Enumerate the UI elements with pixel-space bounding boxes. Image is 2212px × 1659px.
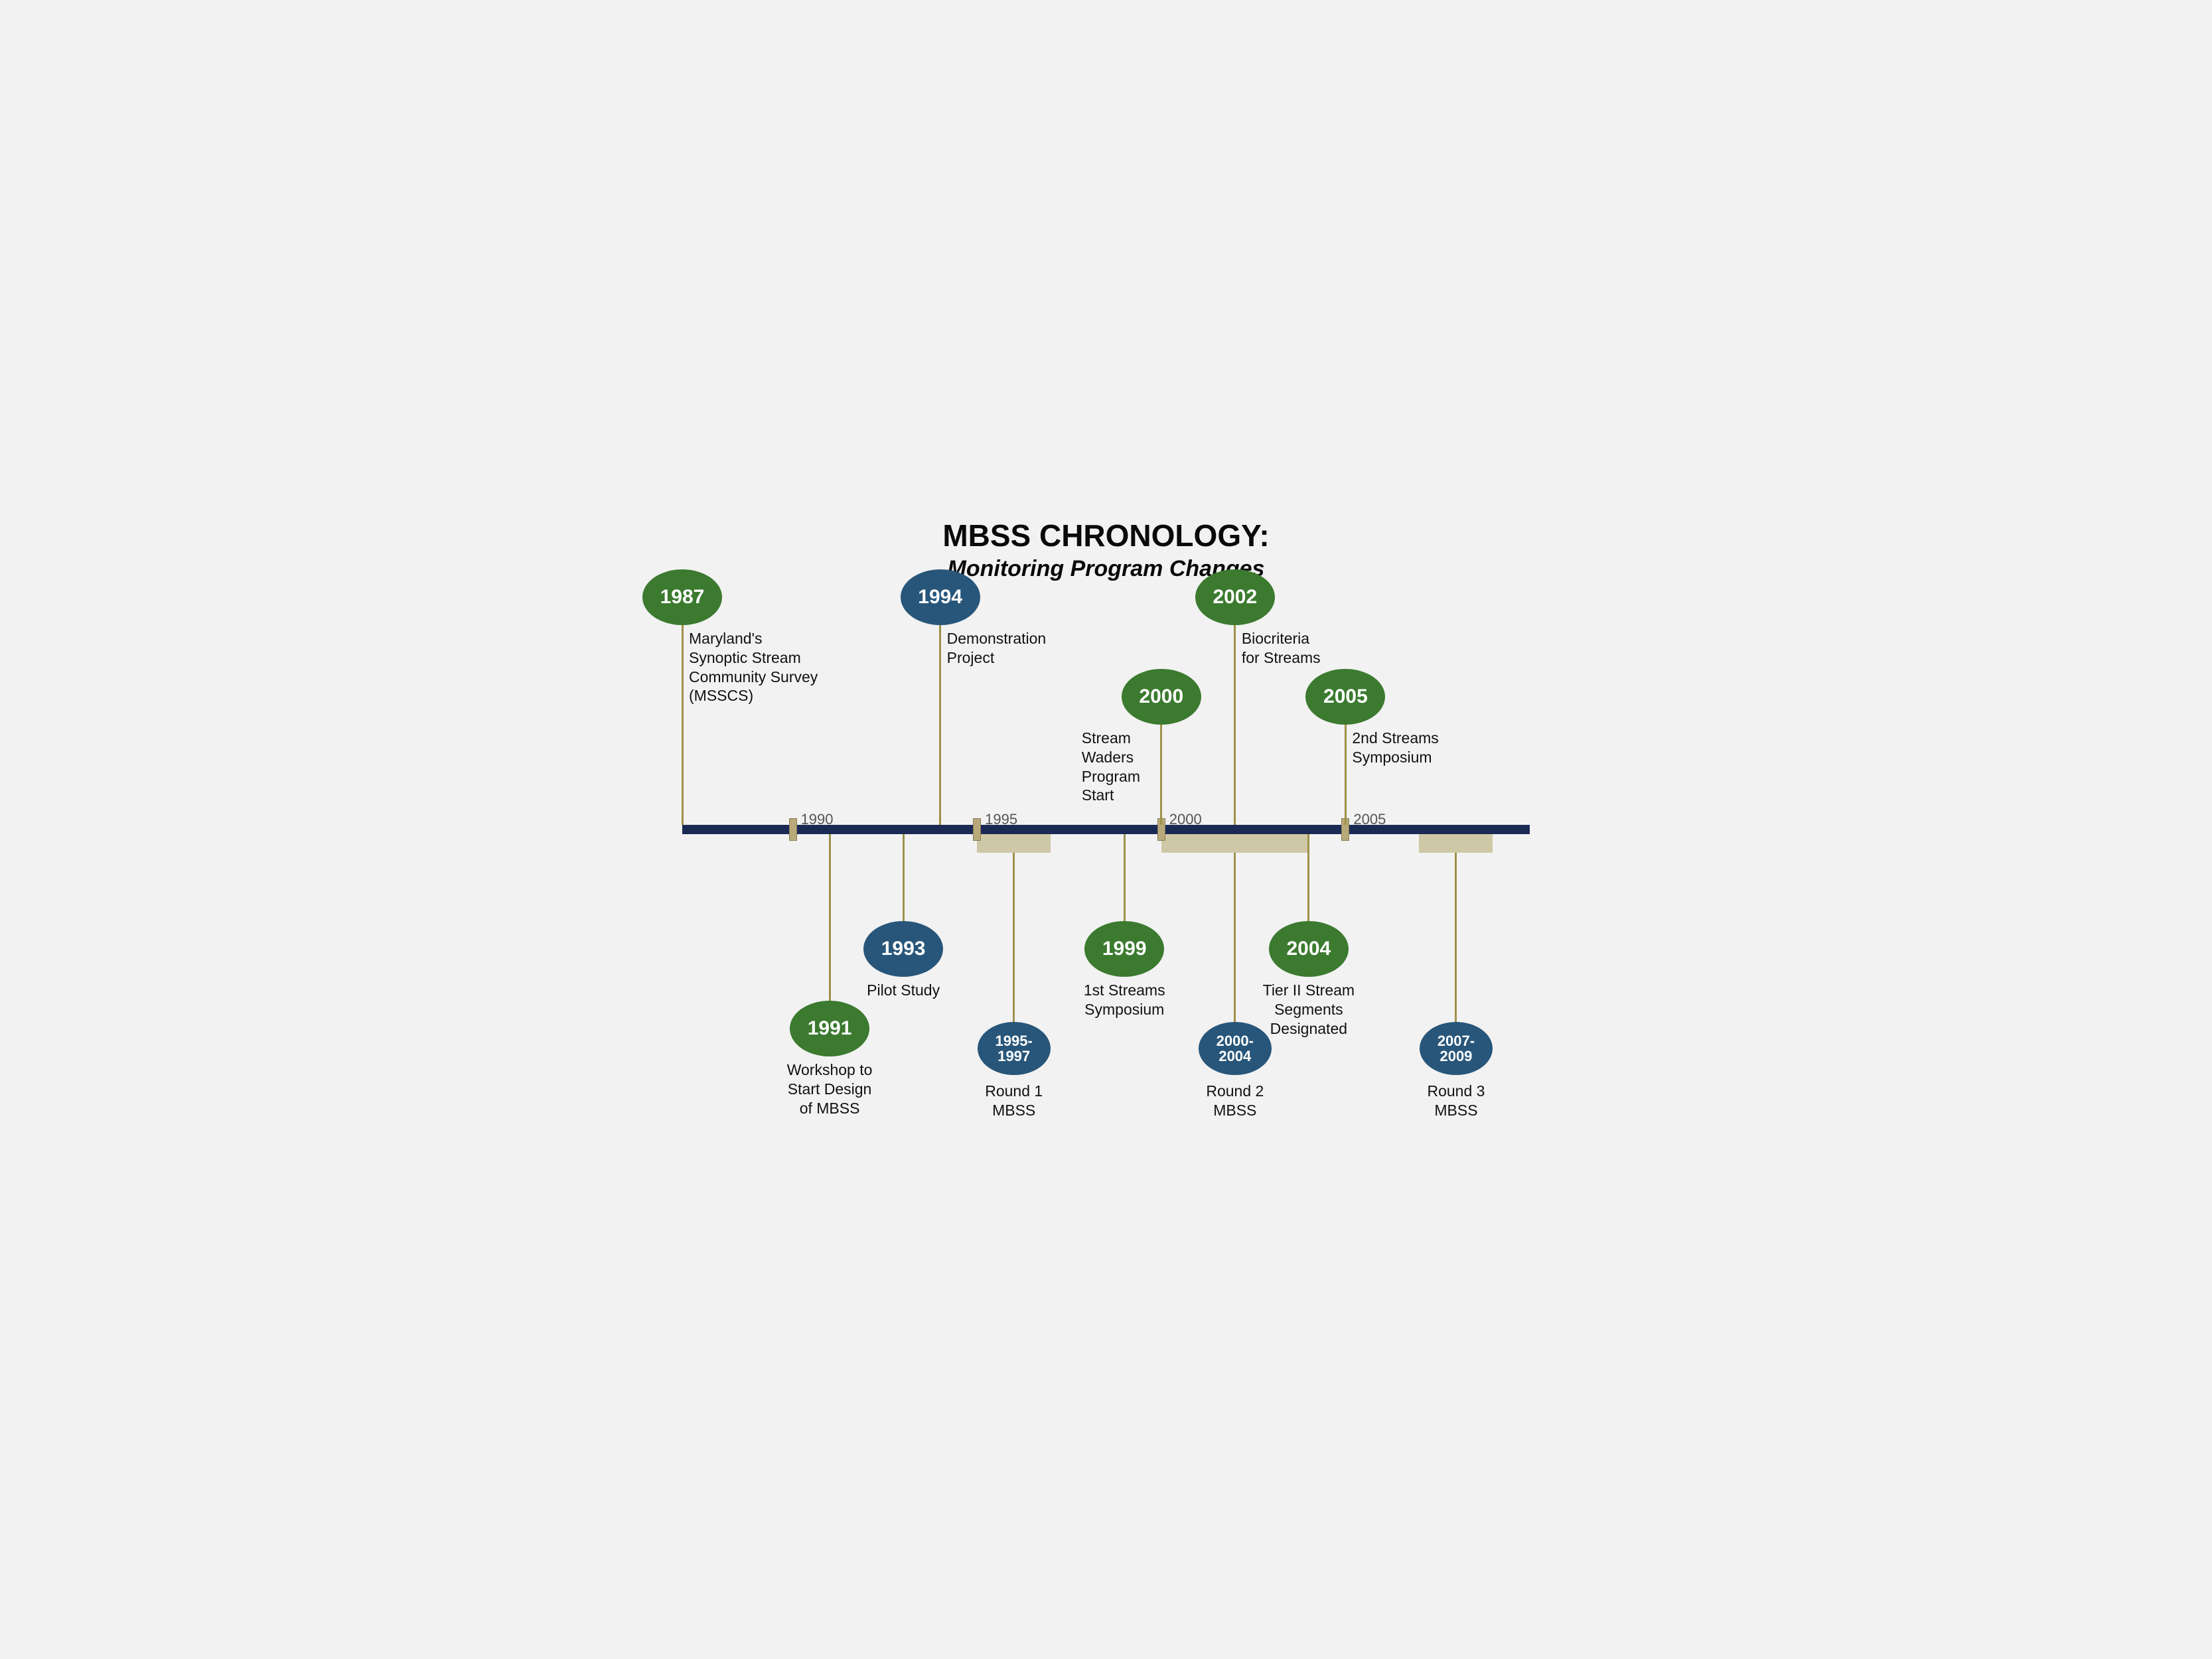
event-stem-2007-2009 [1455,853,1457,1048]
event-desc-2002: Biocriteria for Streams [1242,629,1321,668]
event-bubble-2005: 2005 [1305,669,1385,725]
event-bubble-1999: 1999 [1084,921,1164,977]
event-bubble-1987: 1987 [642,569,722,625]
title-sub: Monitoring Program Changes [664,556,1548,582]
period-band-1 [1161,834,1309,853]
event-desc-1995-1997: Round 1 MBSS [934,1082,1094,1120]
title-block: MBSS CHRONOLOGY: Monitoring Program Chan… [664,518,1548,582]
event-bubble-2000: 2000 [1122,669,1201,725]
axis-tick-1990 [789,818,797,841]
axis-tick-label-2005: 2005 [1353,811,1386,828]
event-stem-1987 [682,597,684,825]
event-bubble-1993: 1993 [863,921,943,977]
event-stem-1994 [939,597,941,825]
event-bubble-1994: 1994 [901,569,980,625]
title-main: MBSS CHRONOLOGY: [664,518,1548,553]
event-stem-2002 [1234,597,1236,825]
event-bubble-1991: 1991 [790,1001,869,1056]
event-bubble-2007-2009: 2007- 2009 [1420,1022,1493,1075]
axis-tick-label-1995: 1995 [985,811,1017,828]
axis-tick-1995 [973,818,981,841]
event-bubble-1995-1997: 1995- 1997 [978,1022,1051,1075]
period-band-2 [1419,834,1493,853]
event-stem-1995-1997 [1013,853,1015,1048]
axis-tick-label-2000: 2000 [1169,811,1202,828]
event-desc-1993: Pilot Study [824,981,983,1000]
event-desc-2007-2009: Round 3 MBSS [1376,1082,1536,1120]
timeline-canvas: MBSS CHRONOLOGY: Monitoring Program Chan… [664,498,1548,1161]
event-bubble-2004: 2004 [1269,921,1349,977]
period-band-0 [977,834,1051,853]
event-desc-1994: Demonstration Project [947,629,1047,668]
event-desc-1991: Workshop to Start Design of MBSS [750,1060,909,1118]
event-desc-2000-2004: Round 2 MBSS [1155,1082,1315,1120]
event-desc-2000: Stream Waders Program Start [1082,729,1140,805]
event-desc-2005: 2nd Streams Symposium [1352,729,1438,767]
event-desc-1999: 1st Streams Symposium [1045,981,1204,1019]
event-desc-1987: Maryland's Synoptic Stream Community Sur… [689,629,818,705]
axis-tick-label-1990: 1990 [801,811,834,828]
event-desc-2004: Tier II Stream Segments Designated [1229,981,1388,1038]
event-bubble-2002: 2002 [1195,569,1275,625]
